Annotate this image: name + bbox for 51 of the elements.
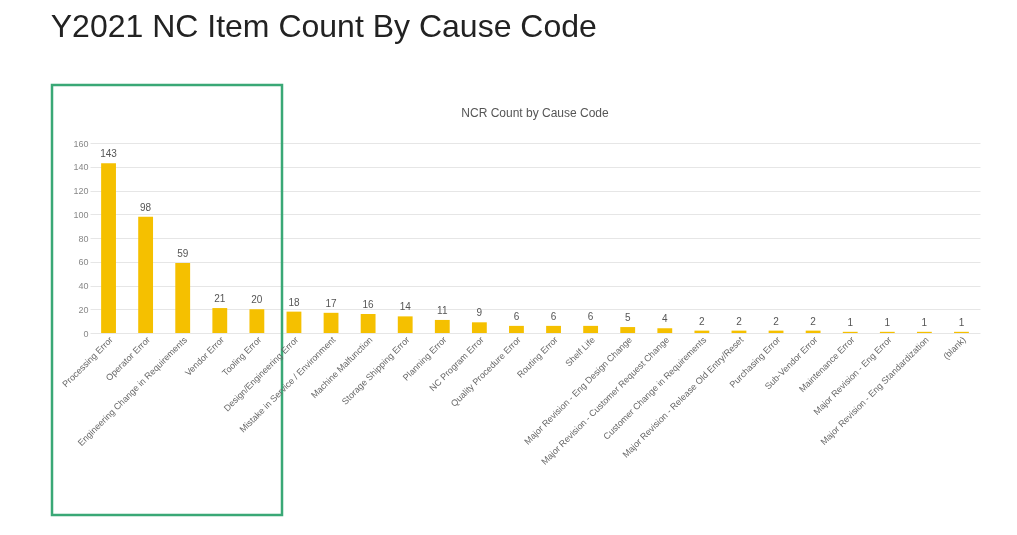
data-label: 4 [662, 313, 669, 325]
bar [323, 312, 339, 333]
y-tick-label: 100 [73, 209, 89, 220]
chart-subtitle: NCR Count by Cause Code [461, 106, 610, 120]
bar [509, 325, 524, 333]
data-label: 21 [214, 293, 226, 305]
bar [212, 308, 228, 333]
bar [286, 311, 302, 333]
bar [249, 309, 265, 333]
y-tick-label: 140 [73, 162, 89, 173]
data-label: 1 [884, 316, 891, 328]
data-label: 6 [550, 310, 557, 322]
y-tick-label: 120 [73, 186, 89, 196]
data-label: 2 [810, 315, 817, 327]
bar [175, 262, 191, 333]
y-tick-label: 80 [78, 233, 89, 244]
bar [583, 325, 599, 333]
bar [434, 319, 450, 333]
bar [471, 322, 487, 333]
bar [360, 314, 376, 333]
data-label: 1 [958, 316, 965, 328]
y-tick-label: 40 [78, 281, 89, 291]
bar [657, 328, 673, 333]
y-tick-label: 20 [78, 304, 89, 315]
data-label: 6 [513, 310, 520, 322]
data-label: 6 [587, 310, 594, 322]
data-label: 17 [325, 297, 338, 309]
data-label: 2 [773, 315, 780, 327]
bar [138, 216, 154, 333]
data-label: 143 [100, 148, 118, 160]
data-label: 14 [399, 301, 412, 313]
y-tick-label: 160 [73, 138, 89, 149]
data-label: 1 [921, 316, 928, 328]
bar [546, 325, 561, 333]
chart-title: Y2021 NC Item Count By Cause Code [50, 7, 597, 44]
bar [620, 327, 636, 333]
y-tick-label: 0 [83, 328, 89, 339]
data-label: 2 [736, 315, 743, 327]
data-label: 16 [362, 299, 375, 310]
data-label: 18 [288, 296, 300, 308]
data-label: 5 [624, 312, 631, 324]
data-label: 59 [177, 247, 189, 259]
bar [397, 316, 413, 333]
data-label: 20 [251, 294, 263, 306]
data-label: 11 [437, 304, 448, 316]
data-label: 98 [140, 201, 152, 213]
y-tick-label: 60 [78, 257, 89, 268]
data-label: 1 [847, 316, 854, 328]
data-label: 2 [699, 315, 706, 327]
bar [101, 163, 116, 333]
data-label: 9 [476, 307, 483, 319]
